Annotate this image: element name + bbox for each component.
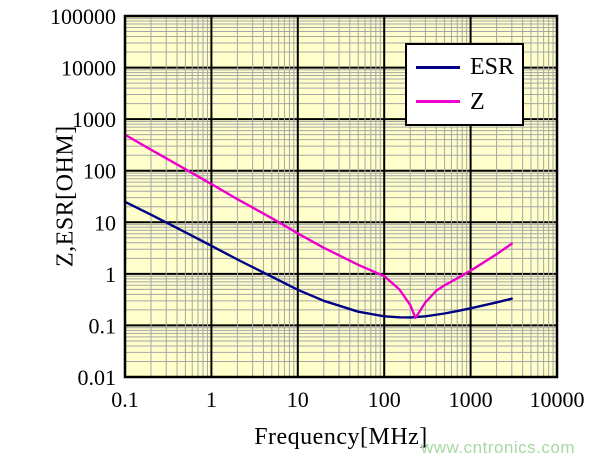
watermark-text: www.cntronics.com bbox=[421, 438, 575, 457]
series-z-line bbox=[123, 133, 513, 320]
legend-row-esr: ESR bbox=[416, 55, 522, 79]
y-tick-label: 0.01 bbox=[78, 365, 117, 390]
legend-z-label: Z bbox=[470, 88, 485, 115]
legend-esr-label: ESR bbox=[470, 54, 515, 81]
x-tick-label: 10 bbox=[287, 387, 309, 412]
y-tick-label: 10000 bbox=[61, 56, 116, 81]
y-tick-label: 100 bbox=[83, 159, 116, 184]
plot-border bbox=[123, 14, 559, 379]
x-tick-label: 10000 bbox=[530, 387, 585, 412]
y-tick-label: 10 bbox=[94, 210, 116, 235]
x-tick-label: 1 bbox=[206, 387, 217, 412]
y-tick-label: 1000 bbox=[72, 107, 116, 132]
x-tick-label: 0.1 bbox=[111, 387, 139, 412]
x-tick-label: 1000 bbox=[449, 387, 493, 412]
legend-row-z: Z bbox=[416, 90, 522, 114]
y-tick-label: 1 bbox=[105, 262, 116, 287]
legend-z-line-sample bbox=[416, 100, 460, 104]
x-tick-label: 100 bbox=[368, 387, 401, 412]
series-esr-line bbox=[123, 200, 513, 319]
y-tick-label: 0.1 bbox=[89, 313, 117, 338]
y-axis-title: Z,ESR[OHM] bbox=[52, 125, 79, 268]
legend-esr-line-sample bbox=[416, 65, 460, 69]
x-axis-title: Frequency[MHz] bbox=[254, 424, 428, 450]
y-tick-label: 100000 bbox=[50, 4, 116, 29]
legend: ESR Z bbox=[405, 43, 524, 126]
